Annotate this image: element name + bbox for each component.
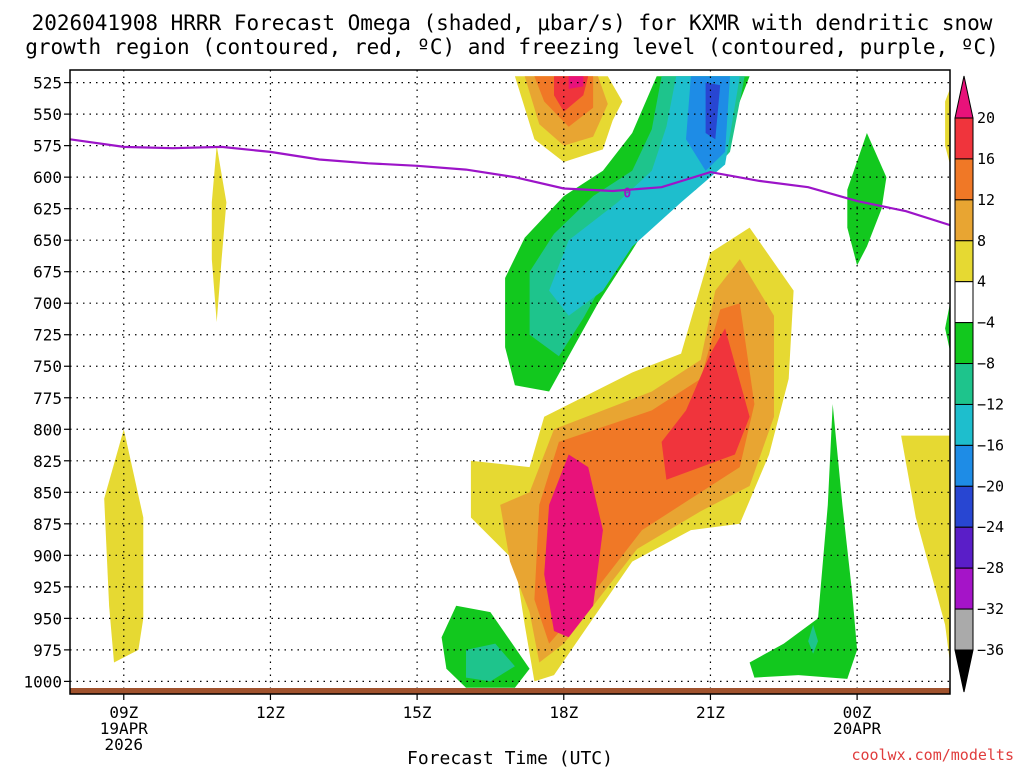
y-tick-label-850: 850	[33, 483, 62, 502]
y-tick-label-775: 775	[33, 389, 62, 408]
freezing-level-layer: 0	[70, 138, 950, 227]
omega-upper-right-subsidence-layer-0	[847, 133, 887, 266]
omega-subsidence-band-layer-4	[705, 82, 721, 140]
colorbar-label-0: 20	[977, 109, 995, 127]
y-tick-label-550: 550	[33, 105, 62, 124]
colorbar-bin-bottom	[954, 649, 974, 693]
y-axis: 525 550 575 600 625 650 675 700 725 750 775 800 825 8…	[23, 74, 70, 691]
colorbar-label-7: −12	[977, 395, 1004, 413]
y-tick-label-975: 975	[33, 641, 62, 660]
colorbar-bin-13	[954, 608, 974, 651]
x-tick-label-15Z-0: 15Z	[403, 703, 432, 722]
omega-left-ascent-upper-layer-0	[211, 145, 227, 323]
x-tick-label-09Z-2: 2026	[105, 735, 144, 754]
colorbar-label-10: −24	[977, 518, 1004, 536]
y-tick-label-625: 625	[33, 200, 62, 219]
colorbar: 20 16 12 8 4 −4 −8 −12 −16 −20 −24 −28 −32 −36	[954, 75, 1004, 693]
omega-ascent-lower-core-layer-4	[544, 454, 603, 638]
y-tick-label-925: 925	[33, 578, 62, 597]
y-tick-label-575: 575	[33, 137, 62, 156]
colorbar-bin-8	[954, 403, 974, 446]
chart-title-line2: growth region (contoured, red, ºC) and f…	[25, 35, 999, 59]
omega-right-edge-ascent-lower-layer-0	[901, 435, 950, 663]
y-tick-label-525: 525	[33, 74, 62, 93]
y-tick-label-700: 700	[33, 294, 62, 313]
colorbar-label-3: 8	[977, 232, 986, 250]
chart-title-line1: 2026041908 HRRR Forecast Omega (shaded, …	[32, 11, 993, 35]
colorbar-bin-9	[954, 444, 974, 487]
x-tick-label-00Z-0: 00Z	[843, 703, 872, 722]
colorbar-bin-12	[954, 567, 974, 610]
y-tick-label-600: 600	[33, 168, 62, 187]
colorbar-bin-2	[954, 158, 974, 201]
y-tick-label-725: 725	[33, 326, 62, 345]
colorbar-bin-4	[954, 240, 974, 283]
colorbar-bin-6	[954, 322, 974, 365]
colorbar-label-6: −8	[977, 355, 995, 373]
plot-frame	[69, 69, 951, 695]
x-tick-label-09Z-0: 09Z	[109, 703, 138, 722]
omega-ascent-upper-core-layer-4	[568, 76, 584, 89]
y-tick-label-800: 800	[33, 420, 62, 439]
y-tick-label-750: 750	[33, 357, 62, 376]
colorbar-label-5: −4	[977, 314, 995, 332]
x-tick-label-12Z-0: 12Z	[256, 703, 285, 722]
colorbar-label-11: −28	[977, 559, 1004, 577]
grid-layer	[70, 70, 950, 694]
freezing-level-label: 0	[623, 186, 631, 201]
colorbar-bin-7	[954, 363, 974, 405]
colorbar-bin-10	[954, 485, 974, 528]
y-tick-label-1000: 1000	[23, 672, 62, 691]
y-tick-label-900: 900	[33, 546, 62, 565]
colorbar-bin-3	[954, 199, 974, 242]
omega-right-edge-subsidence-layer-0	[945, 303, 950, 352]
colorbar-bin-5	[954, 281, 974, 324]
plot-area: 0	[70, 70, 950, 694]
ground-bar	[70, 688, 950, 694]
colorbar-bin-11	[954, 526, 974, 569]
y-tick-label-950: 950	[33, 609, 62, 628]
omega-lower-right-subsidence-layer-0	[749, 404, 858, 679]
x-tick-label-18Z-0: 18Z	[549, 703, 578, 722]
colorbar-label-8: −16	[977, 436, 1004, 454]
omega-lower-right-subsidence-layer-1	[808, 624, 818, 654]
colorbar-label-4: 4	[977, 273, 986, 291]
y-tick-label-650: 650	[33, 231, 62, 250]
omega-lower-left-subsidence-layer-1	[466, 643, 515, 682]
y-tick-label-875: 875	[33, 515, 62, 534]
colorbar-label-13: −36	[977, 641, 1004, 659]
x-tick-label-00Z-1: 20APR	[833, 719, 882, 738]
credit-link[interactable]: coolwx.com/modelts	[851, 746, 1014, 764]
x-tick-label-09Z-1: 19APR	[100, 719, 149, 738]
colorbar-label-2: 12	[977, 191, 995, 209]
colorbar-bin-1	[954, 117, 974, 160]
freezing-level-line	[70, 138, 950, 227]
y-tick-label-675: 675	[33, 263, 62, 282]
colorbar-label-12: −32	[977, 600, 1004, 618]
colorbar-label-9: −20	[977, 477, 1004, 495]
colorbar-label-1: 16	[977, 150, 995, 168]
plot-background	[70, 70, 950, 694]
colorbar-bin-top	[954, 75, 974, 119]
x-tick-label-21Z-0: 21Z	[696, 703, 725, 722]
y-tick-label-825: 825	[33, 452, 62, 471]
x-axis-title: Forecast Time (UTC)	[407, 748, 613, 768]
